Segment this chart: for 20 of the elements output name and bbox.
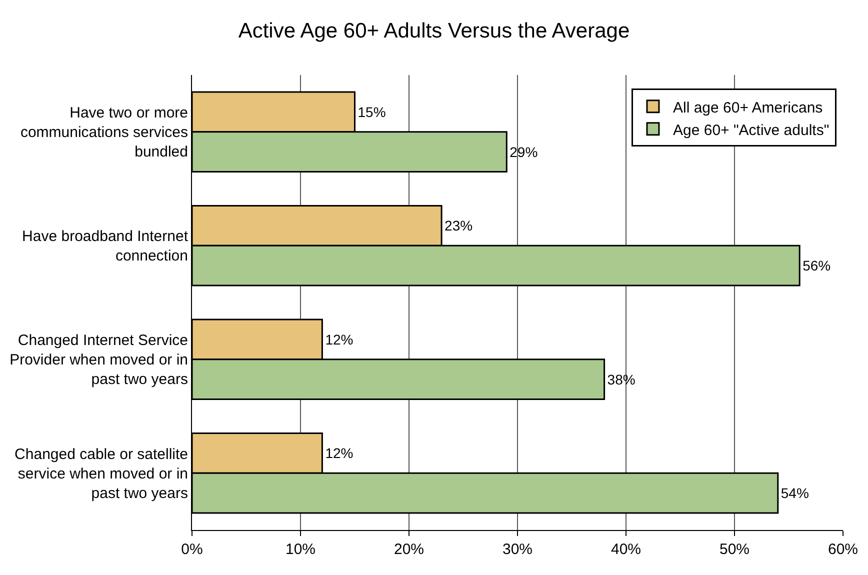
x-tick-label: 60% <box>828 541 858 558</box>
data-label: 12% <box>325 331 354 348</box>
y-tick-label: Have broadband Internet connection <box>22 228 189 265</box>
legend-label: Age 60+ "Active adults" <box>672 122 830 139</box>
y-tick-label: Have two or more communications services bundled <box>20 104 188 161</box>
data-label: 15% <box>358 104 386 120</box>
data-label: 12% <box>325 445 354 462</box>
x-tick-label: 50% <box>719 541 750 558</box>
x-tick-label: 0% <box>181 541 203 558</box>
y-tick-label: Changed cable or satellite service when moved or in past two years <box>14 446 188 502</box>
x-tick-label: 30% <box>502 541 533 558</box>
legend-label: All age 60+ Americans <box>672 99 823 116</box>
x-tick-label: 20% <box>394 541 424 558</box>
y-tick-label: Changed Internet Service Provider when moved or in past two years <box>10 332 188 388</box>
x-tick-label: 10% <box>285 541 316 558</box>
data-label: 23% <box>444 218 473 234</box>
data-label: 54% <box>780 485 809 502</box>
data-label: 56% <box>802 258 831 274</box>
chart-title: Active Age 60+ Adults Versus the Average <box>238 20 630 43</box>
x-tick-label: 40% <box>610 541 642 558</box>
